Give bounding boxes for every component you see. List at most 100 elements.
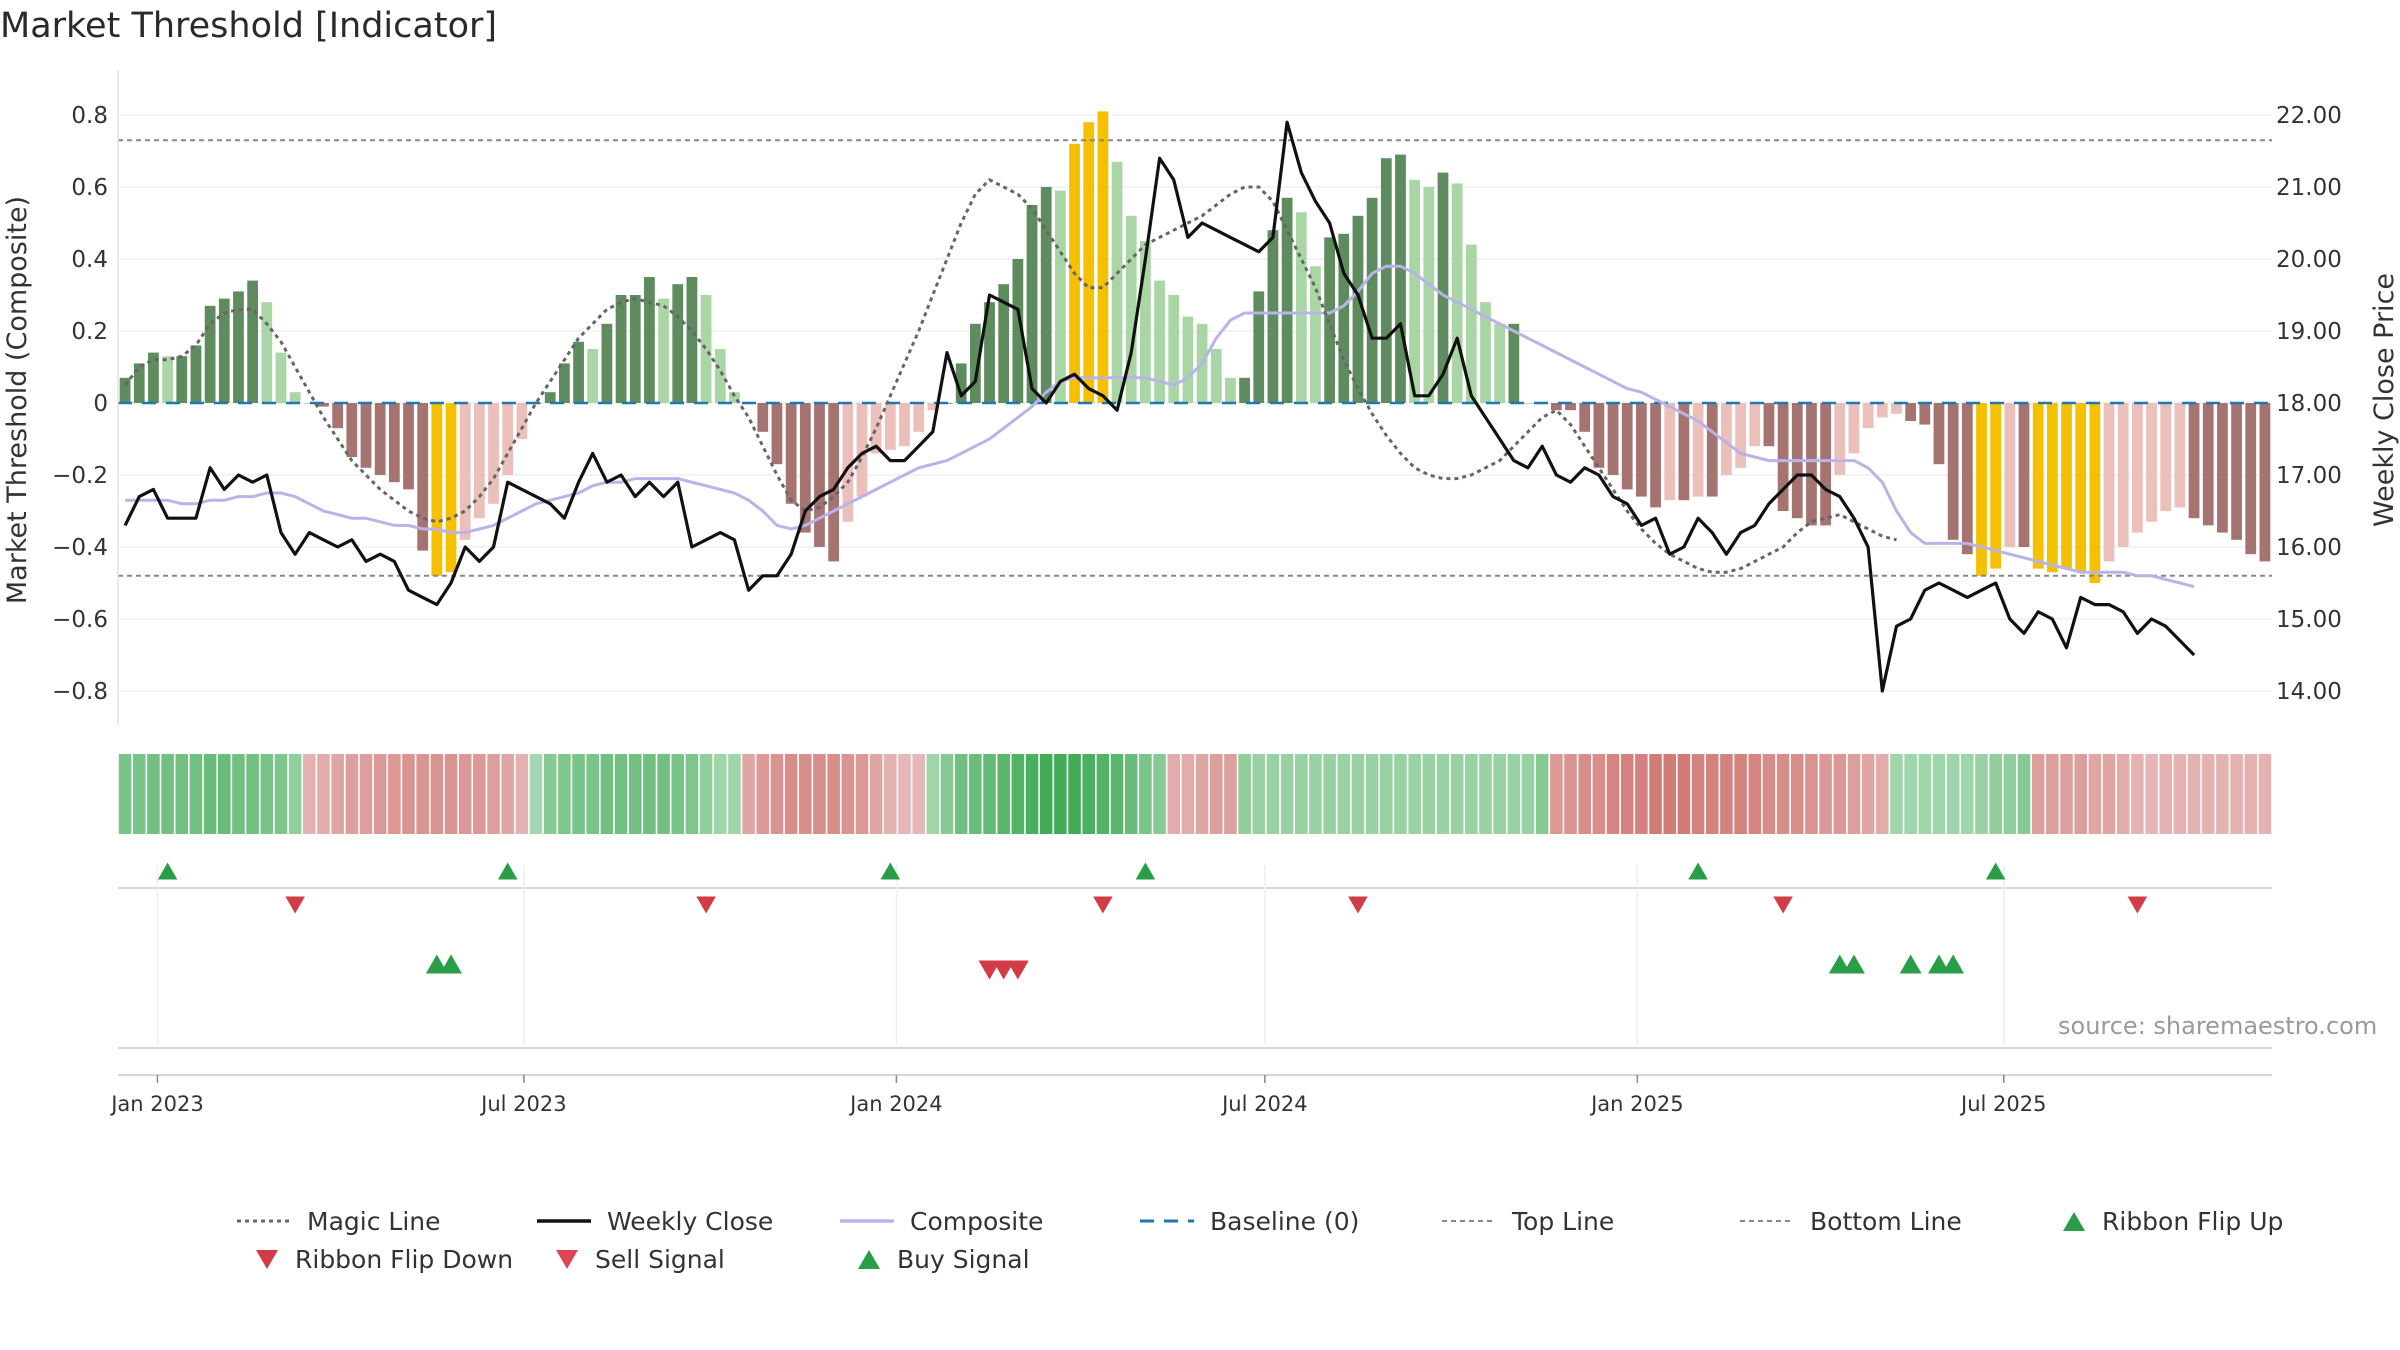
ribbon-cell [430, 754, 444, 834]
legend-line-icon [1740, 1220, 1794, 1222]
composite-bar [473, 403, 485, 519]
legend-item: Buy Signal [855, 1239, 1030, 1279]
composite-bar [1919, 403, 1931, 425]
composite-bar [360, 403, 372, 468]
composite-bar [1097, 111, 1109, 404]
ribbon-cell [1564, 754, 1577, 834]
ribbon-cell [501, 754, 514, 834]
composite-bar [913, 403, 925, 432]
composite-bar [1210, 349, 1222, 403]
ribbon-cell [303, 754, 316, 834]
ribbon-cell [359, 754, 373, 834]
ribbon-cell [1904, 754, 1917, 834]
ribbon-cell [1748, 754, 1762, 834]
ribbon-cell [1025, 754, 1039, 834]
composite-bar [1140, 241, 1151, 403]
composite-bar [856, 403, 868, 497]
composite-bar [1976, 403, 1987, 576]
composite-bar [1012, 259, 1024, 403]
composite-bar [1891, 403, 1902, 414]
ribbon-cell [1720, 754, 1733, 834]
y-left-tick-label: 0.8 [71, 103, 108, 129]
ribbon-flip-up-marker [497, 862, 518, 880]
composite-bar [176, 356, 188, 403]
composite-bar [459, 403, 471, 540]
ribbon-cell [1890, 754, 1903, 834]
composite-bar [417, 403, 429, 551]
composite-bar [2018, 403, 2030, 547]
signal-markers: Jan 2023 Jul 2023 Jan 2024 Jul 2024 Jan 2025… [109, 862, 2272, 1116]
ribbon-cell [458, 754, 472, 834]
ribbon-cell [2046, 754, 2059, 834]
composite-bar [303, 403, 315, 404]
composite-bar [1040, 187, 1052, 403]
composite-bar [2174, 403, 2186, 508]
composite-bar [1721, 403, 1732, 475]
ribbon-cell [1535, 754, 1549, 834]
legend-swatch [858, 1250, 880, 1269]
legend-label: Magic Line [307, 1206, 441, 1236]
legend-item: Baseline (0) [1138, 1201, 1359, 1241]
composite-bar [346, 403, 358, 457]
composite-bar [2004, 403, 2016, 547]
composite-bar [1111, 161, 1123, 403]
composite-bar [1820, 403, 1831, 526]
composite-bar [1607, 403, 1619, 475]
ribbon-cell [1465, 754, 1478, 834]
composite-bar [247, 280, 259, 403]
legend-swatch [556, 1250, 578, 1269]
composite-bar [700, 295, 712, 403]
ribbon-cell [1578, 754, 1591, 834]
composite-bar [2075, 403, 2087, 573]
y-left-tick-label: −0.2 [52, 463, 108, 489]
legend-item: Sell Signal [553, 1239, 725, 1279]
composite-bar [644, 277, 655, 403]
legend-label: Bottom Line [1810, 1206, 1962, 1236]
ribbon-cell [132, 754, 146, 834]
ribbon-cell [217, 754, 231, 834]
ribbon-cell [898, 754, 911, 834]
ribbon-cell [1309, 754, 1322, 834]
composite-bar [955, 363, 967, 403]
ribbon-cell [799, 754, 812, 834]
legend-item: Magic Line [235, 1201, 441, 1241]
ribbon-cell [1876, 754, 1889, 834]
composite-bar [870, 403, 882, 454]
composite-bar [1579, 403, 1591, 432]
ribbon-cell [1181, 754, 1195, 834]
ribbon-cell [1054, 754, 1067, 834]
composite-bar [884, 403, 896, 450]
grid-layer [118, 114, 2272, 692]
composite-bar [984, 302, 995, 403]
ribbon-cell [869, 754, 883, 834]
ribbon-cell [1705, 754, 1719, 834]
y-left-tick-label: −0.8 [52, 679, 108, 705]
composite-bar [814, 403, 825, 547]
ribbon-cell [2159, 754, 2173, 834]
ribbon-cell [1507, 754, 1521, 834]
ribbon-cell [288, 754, 302, 834]
composite-bar [2202, 403, 2214, 526]
ribbon-cell [954, 754, 968, 834]
composite-bar [2046, 403, 2058, 573]
composite-bar [1862, 403, 1874, 429]
composite-bar [148, 352, 159, 403]
ribbon-cell [2003, 754, 2017, 834]
ribbon-cell [784, 754, 798, 834]
ribbon-cell [331, 754, 344, 834]
triangle-up-icon [858, 1250, 880, 1269]
legend-line-icon [1442, 1220, 1496, 1222]
buy-signal-marker [1843, 954, 1865, 974]
y-left-tick-label: 0.2 [71, 319, 108, 345]
ribbon-cell [827, 754, 840, 834]
composite-bar [899, 403, 910, 447]
composite-bar [388, 403, 400, 483]
composite-bar [403, 403, 414, 490]
composite-bar [771, 403, 783, 465]
composite-bar [2089, 403, 2101, 583]
composite-bar [1678, 403, 1690, 501]
composite-bar [544, 392, 556, 403]
ribbon-cell [628, 754, 642, 834]
ribbon-cell [1975, 754, 1988, 834]
y-right-tick-label: 16.00 [2276, 535, 2342, 561]
